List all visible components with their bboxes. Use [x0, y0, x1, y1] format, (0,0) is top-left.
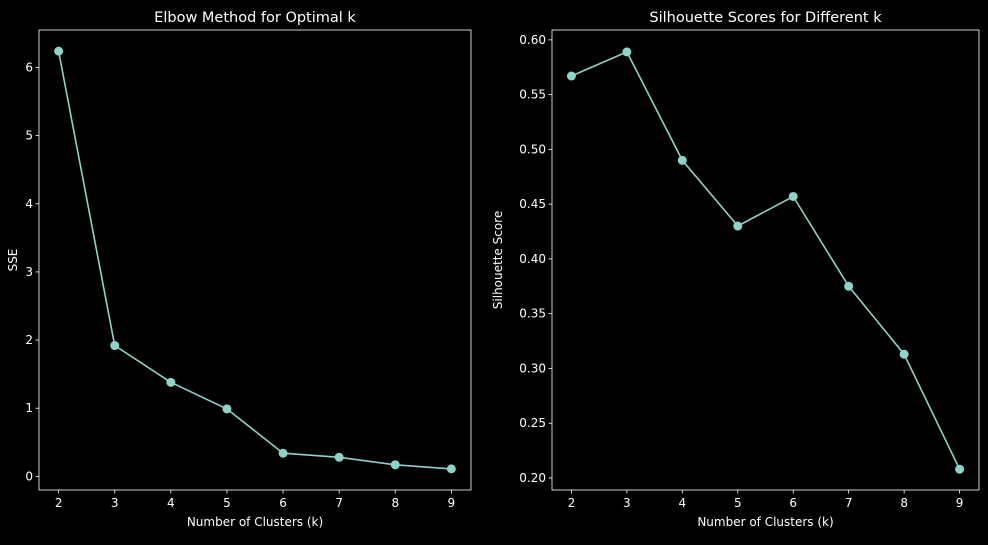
y-tick-label: 0 — [25, 469, 33, 483]
x-tick-label: 3 — [623, 496, 631, 510]
y-axis-label: SSE — [6, 249, 20, 272]
data-point — [278, 448, 288, 458]
data-point — [110, 341, 120, 351]
y-tick-label: 6 — [25, 60, 33, 74]
x-tick-label: 5 — [223, 496, 231, 510]
y-tick-label: 5 — [25, 129, 33, 143]
y-tick-label: 0.60 — [519, 33, 546, 47]
plot-frame — [551, 29, 980, 491]
data-point — [390, 460, 400, 470]
series-line — [57, 50, 452, 470]
data-point — [334, 452, 344, 462]
x-tick-label: 6 — [279, 496, 287, 510]
series-line — [571, 50, 961, 470]
y-tick-label: 0.20 — [519, 471, 546, 485]
x-axis-label: Number of Clusters (k) — [697, 515, 833, 529]
x-tick-label: 2 — [55, 496, 63, 510]
data-point — [677, 155, 687, 165]
y-tick-label: 1 — [25, 401, 33, 415]
x-tick-label: 9 — [956, 496, 964, 510]
y-tick-label: 2 — [25, 333, 33, 347]
data-point — [899, 349, 909, 359]
y-tick-label: 0.35 — [519, 307, 546, 321]
y-tick-label: 0.25 — [519, 416, 546, 430]
y-tick-label: 0.45 — [519, 197, 546, 211]
y-axis-label: Silhouette Score — [491, 211, 505, 309]
x-tick-label: 3 — [111, 496, 119, 510]
y-tick-label: 0.50 — [519, 142, 546, 156]
data-point — [788, 191, 798, 201]
data-point — [844, 281, 854, 291]
chart-panel-2: 2 3 4 5 6 7 8 9 0.20 0.25 0.30 0.35 0.40 0.45 0.50 0.55… — [491, 10, 980, 529]
data-point — [955, 464, 965, 474]
x-tick-label: 8 — [391, 496, 399, 510]
data-point — [622, 47, 632, 57]
x-tick-label: 7 — [335, 496, 343, 510]
data-point — [733, 221, 743, 231]
x-tick-label: 7 — [845, 496, 853, 510]
x-axis-label: Number of Clusters (k) — [187, 515, 323, 529]
chart-panel-1: 2 3 4 5 6 7 8 9 0 1 2 3 4 5 6 Elbow Method for Optimal … — [6, 10, 472, 529]
x-tick-label: 8 — [900, 496, 908, 510]
y-tick-label: 0.55 — [519, 88, 546, 102]
data-point — [222, 404, 232, 414]
chart-title: Elbow Method for Optimal k — [154, 10, 356, 26]
plot-frame — [38, 29, 472, 491]
data-point — [446, 464, 456, 474]
x-tick-label: 4 — [167, 496, 175, 510]
data-point — [166, 377, 176, 387]
data-point — [566, 71, 576, 81]
x-tick-label: 4 — [678, 496, 686, 510]
x-tick-label: 5 — [734, 496, 742, 510]
data-point — [54, 46, 64, 56]
y-tick-label: 4 — [25, 197, 33, 211]
y-tick-label: 3 — [25, 265, 33, 279]
x-tick-label: 9 — [448, 496, 456, 510]
chart-title: Silhouette Scores for Different k — [649, 10, 882, 26]
x-tick-label: 2 — [568, 496, 576, 510]
y-tick-label: 0.40 — [519, 252, 546, 266]
y-tick-label: 0.30 — [519, 361, 546, 375]
x-tick-label: 6 — [789, 496, 797, 510]
